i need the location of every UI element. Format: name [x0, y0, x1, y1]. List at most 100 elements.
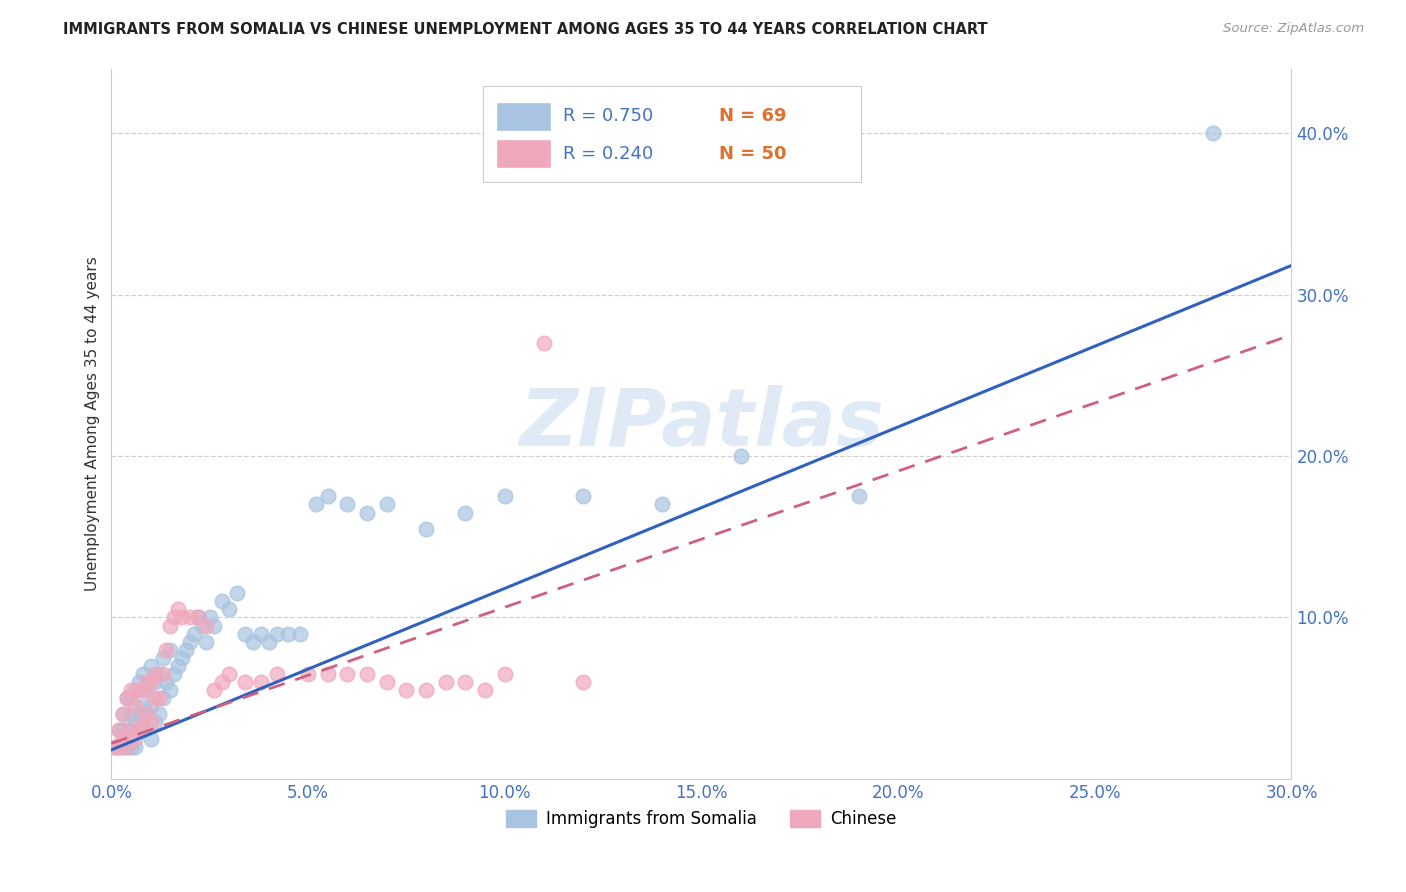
Point: [112, 707, 135, 722]
Point: [139, 731, 162, 746]
Point: [163, 667, 186, 681]
Text: Source: ZipAtlas.com: Source: ZipAtlas.com: [1223, 22, 1364, 36]
Point: [375, 498, 398, 512]
Point: [266, 626, 288, 640]
FancyBboxPatch shape: [484, 87, 860, 182]
Text: N = 50: N = 50: [718, 145, 786, 162]
Point: [128, 675, 150, 690]
Point: [202, 683, 225, 698]
Point: [139, 699, 162, 714]
Point: [316, 489, 339, 503]
Point: [233, 675, 256, 690]
Point: [651, 498, 673, 512]
Point: [848, 489, 870, 503]
Point: [159, 618, 181, 632]
Point: [135, 707, 157, 722]
Point: [494, 489, 516, 503]
Point: [143, 667, 166, 681]
Point: [277, 626, 299, 640]
Point: [415, 522, 437, 536]
Point: [139, 659, 162, 673]
Point: [257, 634, 280, 648]
Point: [115, 739, 138, 754]
Point: [120, 683, 142, 698]
Point: [120, 723, 142, 738]
Text: R = 0.750: R = 0.750: [564, 107, 654, 125]
Point: [115, 691, 138, 706]
Point: [135, 707, 157, 722]
Point: [266, 667, 288, 681]
Point: [454, 675, 477, 690]
Point: [233, 626, 256, 640]
Point: [395, 683, 418, 698]
Text: IMMIGRANTS FROM SOMALIA VS CHINESE UNEMPLOYMENT AMONG AGES 35 TO 44 YEARS CORREL: IMMIGRANTS FROM SOMALIA VS CHINESE UNEMP…: [63, 22, 988, 37]
Point: [155, 642, 177, 657]
Point: [112, 723, 135, 738]
Point: [152, 650, 174, 665]
Point: [316, 667, 339, 681]
Point: [305, 498, 328, 512]
Point: [124, 683, 146, 698]
Point: [250, 675, 273, 690]
Point: [108, 723, 131, 738]
Point: [730, 449, 752, 463]
Point: [356, 506, 378, 520]
Point: [194, 634, 217, 648]
Point: [218, 667, 240, 681]
Point: [194, 618, 217, 632]
Point: [143, 715, 166, 730]
Point: [124, 715, 146, 730]
Point: [198, 610, 221, 624]
Point: [356, 667, 378, 681]
Point: [211, 675, 233, 690]
Point: [494, 667, 516, 681]
Point: [454, 506, 477, 520]
Point: [115, 691, 138, 706]
Point: [108, 739, 131, 754]
Point: [152, 667, 174, 681]
Point: [179, 610, 201, 624]
Point: [124, 739, 146, 754]
Point: [250, 626, 273, 640]
Point: [139, 675, 162, 690]
Point: [290, 626, 312, 640]
Point: [135, 683, 157, 698]
Point: [132, 715, 155, 730]
Point: [112, 731, 135, 746]
Point: [211, 594, 233, 608]
Point: [124, 699, 146, 714]
Legend: Immigrants from Somalia, Chinese: Immigrants from Somalia, Chinese: [499, 803, 904, 835]
Point: [143, 691, 166, 706]
Point: [132, 723, 155, 738]
Point: [174, 642, 197, 657]
Point: [115, 739, 138, 754]
Point: [172, 650, 194, 665]
Point: [120, 691, 142, 706]
Point: [179, 634, 201, 648]
Point: [104, 739, 127, 754]
Point: [148, 691, 170, 706]
Point: [187, 610, 209, 624]
Point: [434, 675, 457, 690]
Point: [132, 683, 155, 698]
Point: [163, 610, 186, 624]
Point: [132, 699, 155, 714]
Point: [143, 675, 166, 690]
Point: [128, 707, 150, 722]
Point: [108, 739, 131, 754]
Point: [202, 618, 225, 632]
Point: [191, 618, 214, 632]
Point: [183, 626, 205, 640]
Point: [112, 707, 135, 722]
Point: [128, 683, 150, 698]
Point: [124, 731, 146, 746]
Point: [167, 659, 190, 673]
Point: [152, 691, 174, 706]
Point: [148, 667, 170, 681]
Point: [336, 498, 359, 512]
Point: [115, 723, 138, 738]
Point: [104, 739, 127, 754]
Point: [159, 642, 181, 657]
Point: [572, 675, 595, 690]
Point: [120, 707, 142, 722]
